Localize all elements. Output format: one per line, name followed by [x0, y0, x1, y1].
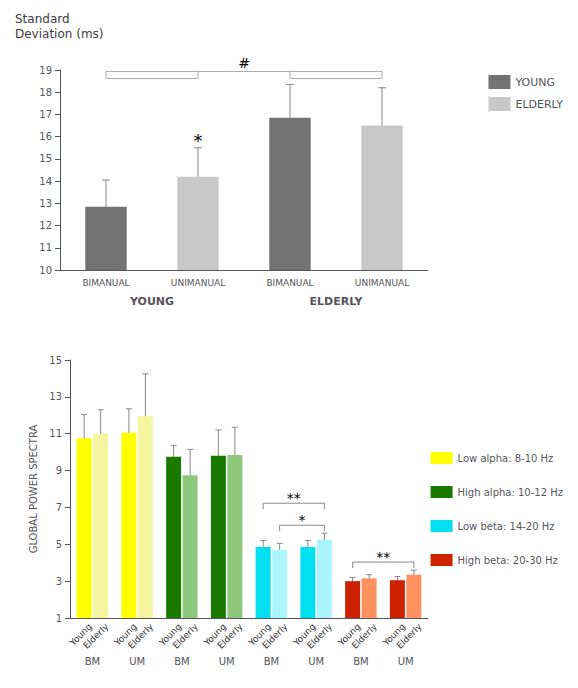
svg-text:GLOBAL POWER SPECTRA: GLOBAL POWER SPECTRA: [28, 425, 39, 554]
svg-text:12: 12: [39, 220, 52, 231]
svg-text:Elderly: Elderly: [216, 621, 245, 650]
svg-text:13: 13: [49, 391, 62, 402]
svg-text:18: 18: [39, 87, 52, 98]
svg-text:Young: Young: [246, 621, 273, 648]
svg-text:Elderly: Elderly: [126, 621, 155, 650]
svg-text:High beta: 20-30 Hz: High beta: 20-30 Hz: [458, 555, 558, 566]
svg-text:ELDERLY: ELDERLY: [515, 98, 563, 111]
svg-text:Low alpha: 8-10 Hz: Low alpha: 8-10 Hz: [458, 453, 554, 464]
svg-text:ELDERLY: ELDERLY: [310, 295, 364, 308]
svg-text:BM: BM: [264, 656, 280, 667]
svg-text:#: #: [238, 55, 250, 71]
svg-text:Young: Young: [202, 621, 229, 648]
svg-text:Deviation (ms): Deviation (ms): [15, 27, 104, 41]
svg-text:BM: BM: [353, 656, 369, 667]
svg-text:11: 11: [49, 428, 62, 439]
svg-text:Elderly: Elderly: [350, 621, 379, 650]
svg-text:**: **: [287, 490, 301, 506]
svg-text:High alpha: 10-12 Hz: High alpha: 10-12 Hz: [458, 487, 563, 498]
svg-text:7: 7: [56, 502, 62, 513]
svg-text:19: 19: [39, 65, 52, 76]
svg-text:BM: BM: [85, 656, 101, 667]
svg-text:Young: Young: [157, 621, 184, 648]
svg-text:15: 15: [39, 153, 52, 164]
svg-text:BM: BM: [174, 656, 190, 667]
svg-text:**: **: [376, 549, 390, 565]
svg-text:Standard: Standard: [15, 12, 70, 26]
svg-text:3: 3: [56, 576, 62, 587]
svg-text:Young: Young: [112, 621, 139, 648]
svg-text:UM: UM: [308, 656, 324, 667]
svg-text:Young: Young: [67, 621, 94, 648]
svg-text:15: 15: [49, 355, 62, 366]
svg-text:Young: Young: [381, 621, 408, 648]
svg-text:1: 1: [56, 613, 62, 624]
svg-text:Elderly: Elderly: [260, 621, 289, 650]
svg-text:10: 10: [39, 265, 52, 276]
svg-text:UNIMANUAL: UNIMANUAL: [355, 278, 409, 288]
svg-text:BIMANUAL: BIMANUAL: [82, 278, 129, 288]
svg-text:UM: UM: [398, 656, 414, 667]
svg-text:13: 13: [39, 198, 52, 209]
svg-text:Elderly: Elderly: [395, 621, 424, 650]
svg-text:UM: UM: [129, 656, 145, 667]
svg-text:UM: UM: [219, 656, 235, 667]
svg-text:UNIMANUAL: UNIMANUAL: [171, 278, 225, 288]
svg-text:*: *: [299, 512, 306, 528]
svg-text:Low beta: 14-20 Hz: Low beta: 14-20 Hz: [458, 521, 555, 532]
svg-text:Elderly: Elderly: [171, 621, 200, 650]
svg-text:Elderly: Elderly: [81, 621, 110, 650]
svg-text:5: 5: [56, 539, 62, 550]
svg-text:*: *: [194, 130, 203, 151]
svg-text:16: 16: [39, 131, 52, 142]
svg-text:17: 17: [39, 109, 52, 120]
svg-text:Elderly: Elderly: [305, 621, 334, 650]
svg-text:YOUNG: YOUNG: [129, 295, 174, 308]
svg-text:9: 9: [56, 465, 62, 476]
svg-text:YOUNG: YOUNG: [514, 76, 555, 89]
svg-text:Young: Young: [336, 621, 363, 648]
svg-text:14: 14: [39, 176, 52, 187]
svg-text:11: 11: [39, 242, 52, 253]
svg-text:BIMANUAL: BIMANUAL: [266, 278, 313, 288]
svg-text:Young: Young: [291, 621, 318, 648]
